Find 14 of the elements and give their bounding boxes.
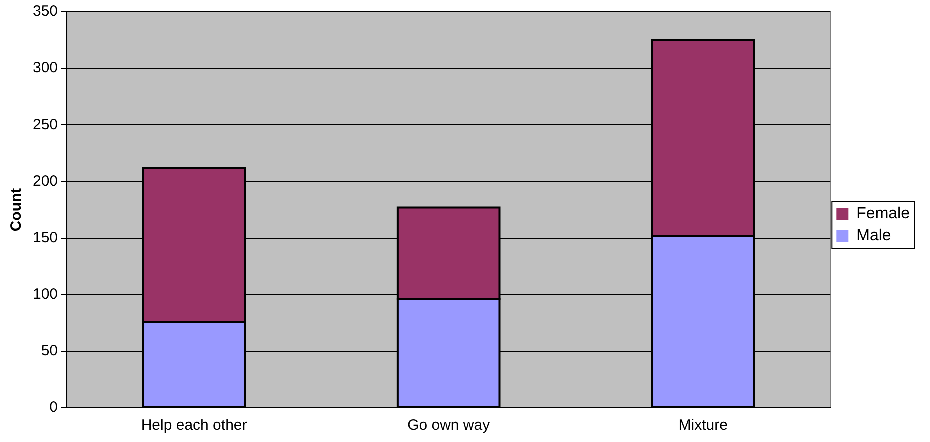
y-tick-label: 50 (41, 342, 58, 360)
x-tick-label: Mixture (678, 417, 728, 434)
y-tick-label: 100 (32, 286, 58, 303)
x-tick-label: Help each other (141, 417, 248, 434)
y-tick-label: 0 (50, 399, 58, 416)
y-tick-label: 350 (32, 3, 58, 20)
legend-label: Male (856, 227, 892, 244)
y-tick-label: 300 (32, 60, 58, 77)
y-axis-title: Count (8, 188, 26, 232)
x-tick-label: Go own way (408, 417, 491, 434)
y-tick-label: 150 (32, 229, 58, 246)
y-tick-label: 250 (32, 116, 58, 134)
y-tick-label: 200 (32, 172, 58, 190)
legend-label: Female (856, 205, 910, 222)
